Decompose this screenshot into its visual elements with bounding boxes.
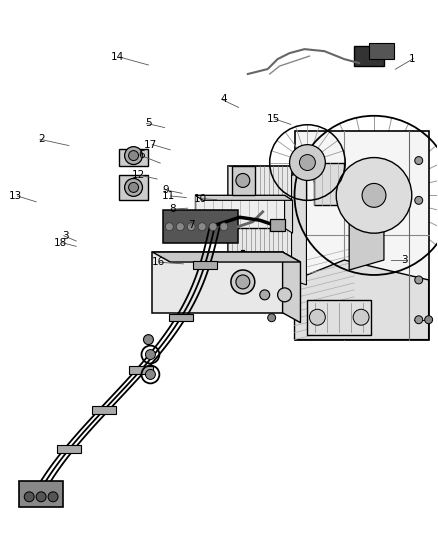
- Circle shape: [290, 144, 325, 181]
- Circle shape: [36, 492, 46, 502]
- Text: 17: 17: [144, 140, 157, 150]
- Polygon shape: [294, 131, 429, 340]
- Polygon shape: [307, 300, 371, 335]
- Circle shape: [124, 179, 142, 196]
- Polygon shape: [193, 261, 217, 269]
- Polygon shape: [369, 43, 394, 59]
- Circle shape: [176, 223, 184, 231]
- Text: 8: 8: [169, 204, 176, 214]
- Circle shape: [415, 316, 423, 324]
- Polygon shape: [152, 252, 283, 313]
- Text: 10: 10: [194, 193, 207, 204]
- Circle shape: [187, 223, 195, 231]
- Circle shape: [236, 275, 250, 289]
- Polygon shape: [195, 196, 285, 228]
- Circle shape: [300, 155, 315, 171]
- Circle shape: [231, 270, 255, 294]
- Polygon shape: [248, 290, 283, 305]
- Text: 5: 5: [145, 118, 152, 128]
- Circle shape: [336, 158, 412, 233]
- Circle shape: [145, 350, 155, 360]
- Polygon shape: [228, 166, 292, 290]
- Text: 7: 7: [188, 220, 195, 230]
- Polygon shape: [19, 481, 63, 507]
- Polygon shape: [92, 406, 116, 414]
- Text: 16: 16: [152, 257, 165, 267]
- Text: 6: 6: [138, 150, 145, 160]
- Text: 3: 3: [62, 231, 69, 241]
- Text: 13: 13: [9, 191, 22, 201]
- Circle shape: [48, 492, 58, 502]
- Circle shape: [165, 223, 173, 231]
- Polygon shape: [232, 166, 255, 196]
- Polygon shape: [129, 366, 152, 374]
- Circle shape: [278, 288, 292, 302]
- Circle shape: [124, 147, 142, 165]
- Text: 18: 18: [53, 238, 67, 248]
- Text: 12: 12: [132, 171, 145, 180]
- Circle shape: [220, 223, 228, 231]
- Text: 11: 11: [162, 191, 176, 201]
- Circle shape: [415, 276, 423, 284]
- Text: 15: 15: [267, 114, 280, 124]
- Polygon shape: [57, 445, 81, 453]
- Circle shape: [236, 173, 250, 188]
- Polygon shape: [119, 149, 148, 166]
- Circle shape: [415, 157, 423, 165]
- Text: 9: 9: [162, 184, 169, 195]
- Circle shape: [260, 290, 270, 300]
- Circle shape: [144, 335, 153, 345]
- Circle shape: [198, 223, 206, 231]
- Circle shape: [415, 196, 423, 204]
- Text: 3: 3: [401, 255, 407, 264]
- Text: 14: 14: [111, 52, 124, 62]
- Polygon shape: [195, 196, 293, 200]
- Circle shape: [129, 151, 138, 160]
- Text: 4: 4: [220, 94, 227, 104]
- Circle shape: [309, 309, 325, 325]
- Polygon shape: [152, 252, 300, 262]
- Text: 1: 1: [408, 54, 415, 63]
- Circle shape: [362, 183, 386, 207]
- Polygon shape: [292, 171, 307, 285]
- Polygon shape: [349, 175, 384, 270]
- Polygon shape: [294, 260, 429, 340]
- Polygon shape: [354, 46, 384, 66]
- Circle shape: [268, 314, 276, 322]
- Circle shape: [145, 369, 155, 379]
- Polygon shape: [285, 196, 293, 233]
- Polygon shape: [169, 313, 193, 321]
- Circle shape: [425, 316, 433, 324]
- Polygon shape: [119, 175, 148, 200]
- Circle shape: [129, 182, 138, 192]
- Polygon shape: [163, 211, 238, 243]
- Circle shape: [209, 223, 217, 231]
- Text: 2: 2: [38, 134, 45, 144]
- Polygon shape: [283, 252, 300, 322]
- Circle shape: [24, 492, 34, 502]
- Polygon shape: [270, 219, 285, 231]
- Circle shape: [353, 309, 369, 325]
- Polygon shape: [314, 163, 344, 205]
